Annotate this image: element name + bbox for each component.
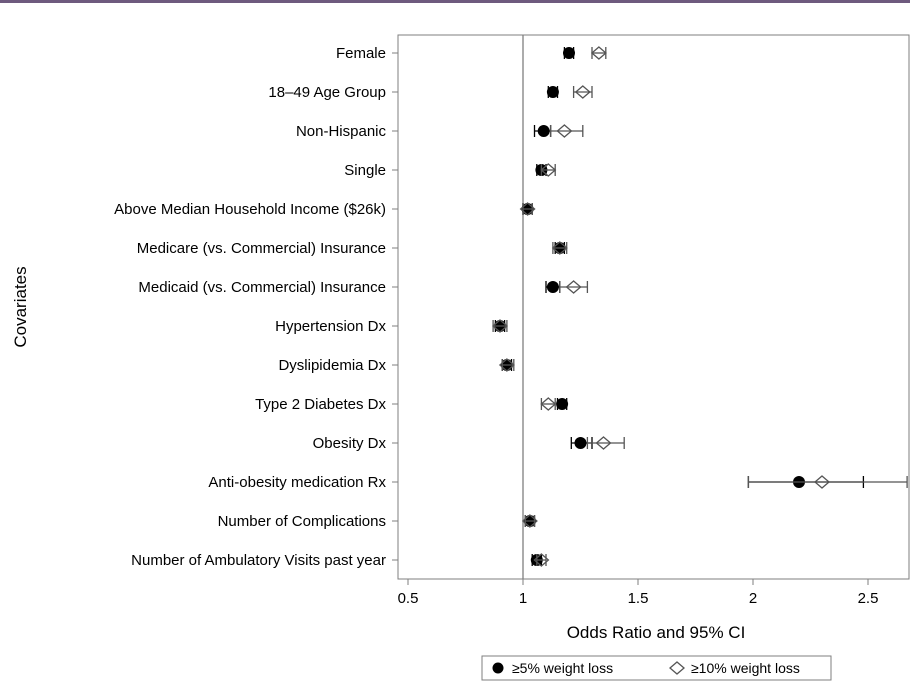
series-10pct [492,46,908,567]
category-label: Dyslipidemia Dx [278,357,386,374]
legend: ≥5% weight loss ≥10% weight loss [481,655,832,681]
category-label: 18–49 Age Group [268,84,386,101]
category-label: Non-Hispanic [296,123,387,140]
point-5pct [574,437,587,449]
legend-box [481,655,832,681]
point-10pct [498,358,515,372]
point-10pct [540,397,557,411]
x-tick-label: 2.5 [858,590,879,607]
point-5pct [537,125,550,137]
point-10pct [551,241,568,255]
category-label: Female [336,45,386,62]
category-label: Number of Ambulatory Visits past year [131,552,386,569]
x-axis-ticks: 0.5 1 1.5 2 2.5 [398,579,879,607]
y-axis-title: Covariates [11,266,30,347]
point-10pct [814,475,830,489]
plot-area-frame [397,34,910,580]
category-label: Anti-obesity medication Rx [208,474,386,491]
category-label: Medicare (vs. Commercial) Insurance [137,240,386,257]
point-10pct [533,553,550,567]
point-5pct [563,47,575,59]
category-ticks [392,52,398,561]
point-10pct [574,85,591,99]
point-10pct [565,280,582,294]
point-10pct [492,319,508,333]
series-5pct [494,47,865,566]
category-label: Above Median Household Income ($26k) [114,201,386,218]
category-label: Medicaid (vs. Commercial) Insurance [138,279,386,296]
point-10pct [590,46,607,60]
point-10pct [540,163,557,177]
point-5pct [556,398,569,410]
point-10pct [556,124,573,138]
point-10pct [595,436,612,450]
category-label: Obesity Dx [313,435,387,452]
category-label: Number of Complications [218,513,386,530]
x-tick-label: 2 [749,590,757,607]
point-10pct [521,514,538,528]
category-labels: Female 18–49 Age Group Non-Hispanic Single A… [114,45,386,569]
legend-label-5pct: ≥5% weight loss [512,660,613,676]
legend-marker-10pct [669,661,685,675]
x-axis-title: Odds Ratio and 95% CI [567,623,746,642]
x-tick-label: 1.5 [628,590,649,607]
point-5pct [546,281,559,293]
category-label: Hypertension Dx [275,318,386,335]
x-tick-label: 1 [519,590,527,607]
point-5pct [546,86,559,98]
legend-label-10pct: ≥10% weight loss [691,660,800,676]
legend-marker-5pct [492,662,504,674]
x-tick-label: 0.5 [398,590,419,607]
top-border [0,0,910,3]
point-10pct [519,202,536,216]
category-label: Single [344,162,386,179]
category-label: Type 2 Diabetes Dx [255,396,386,413]
